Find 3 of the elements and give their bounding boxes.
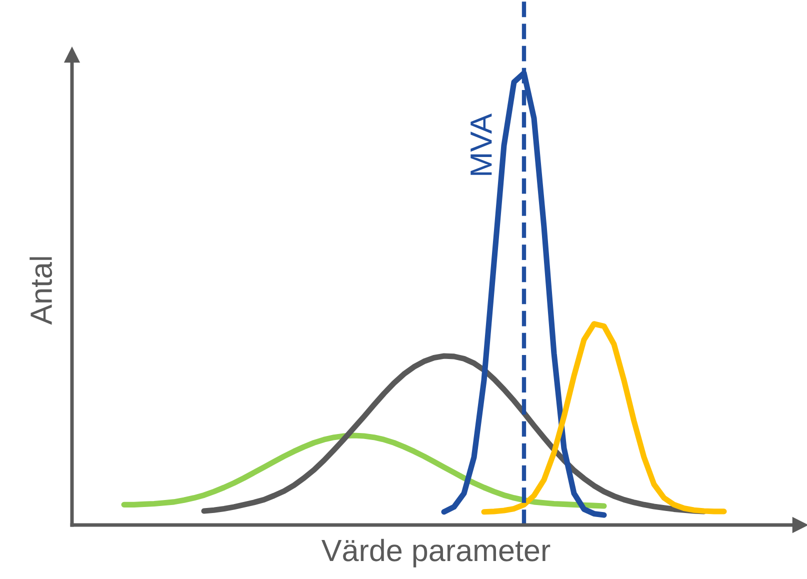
x-axis-title: Värde parameter — [322, 538, 550, 568]
y-axis-title: Antal — [30, 257, 52, 325]
annotation: MVA — [470, 113, 492, 175]
